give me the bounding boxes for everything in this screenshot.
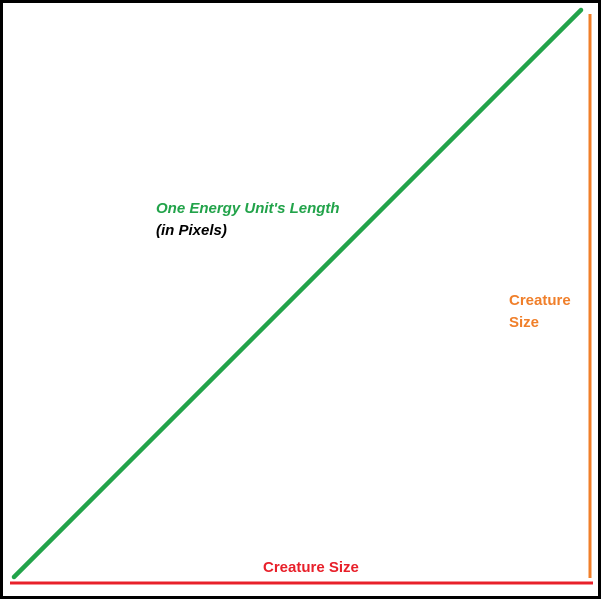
diagonal-line (14, 10, 581, 577)
vertical-label-line2: Size (509, 312, 539, 334)
diagonal-label-line2: (in Pixels) (156, 220, 227, 242)
diagonal-label-line1: One Energy Unit's Length (156, 198, 340, 220)
vertical-label-line1: Creature (509, 290, 571, 312)
horizontal-label: Creature Size (263, 557, 359, 579)
